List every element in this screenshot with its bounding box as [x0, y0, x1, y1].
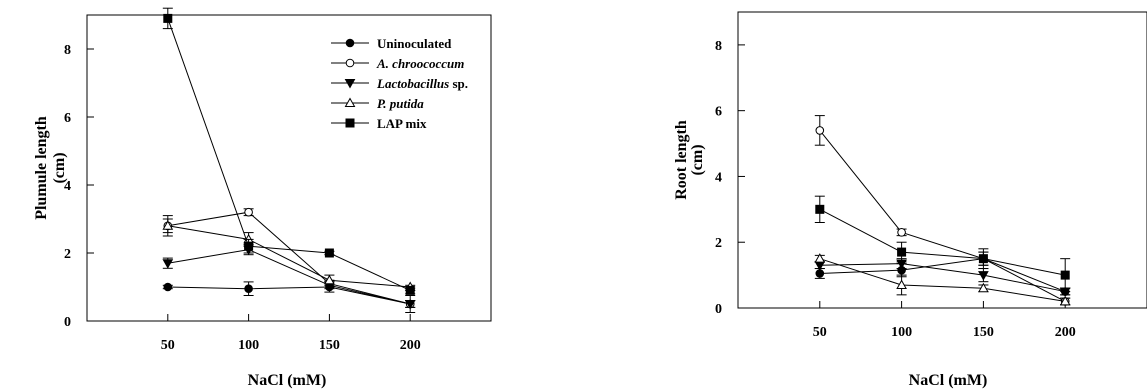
x-tick-label: 100 — [238, 338, 259, 353]
y-tick-label: 2 — [715, 236, 722, 251]
plot-frame — [737, 11, 1147, 309]
data-point — [897, 228, 906, 237]
data-point — [1060, 270, 1070, 280]
data-point — [162, 220, 174, 230]
series-5 — [814, 195, 1071, 293]
data-point — [162, 259, 174, 269]
series-line — [819, 263, 1066, 293]
data-point — [815, 126, 825, 135]
legend: Uninoculated A. chroococcum Lactobacillus … — [331, 36, 468, 131]
y-tick-label: 8 — [715, 39, 722, 54]
legend-label: LAP mix — [377, 116, 427, 131]
series-line — [167, 211, 411, 305]
legend-label: A. chroococcum — [376, 56, 464, 71]
data-point — [1059, 295, 1071, 306]
y-tick-label: 0 — [715, 302, 722, 317]
series-5 — [162, 7, 416, 295]
data-point — [897, 247, 907, 257]
legend-marker — [344, 79, 356, 89]
x-axis-title: NaCl (mM) — [909, 372, 988, 389]
x-tick-label: 150 — [319, 338, 340, 353]
y-axis-unit: (cm) — [51, 152, 68, 183]
data-point — [324, 248, 334, 258]
y-tick-label: 6 — [715, 105, 722, 120]
data-point — [163, 282, 173, 292]
data-point — [163, 13, 173, 23]
legend-label-part: LAP mix — [377, 116, 427, 131]
data-point — [896, 279, 907, 289]
data-point — [404, 300, 416, 310]
series-line — [167, 286, 411, 305]
x-tick-label: 150 — [973, 325, 994, 340]
data-point — [814, 253, 826, 263]
chart-1: 0 2 4 6 8 50 100 150 200 NaCl (mM) Plumule length(… — [33, 7, 492, 389]
legend-label-part: Lactobacillus — [376, 76, 449, 91]
x-tick-label: 50 — [161, 338, 175, 353]
y-axis-title: Plumule length — [33, 116, 50, 220]
plot-frame — [86, 14, 492, 322]
data-point — [815, 204, 825, 214]
series-line — [167, 18, 411, 291]
legend-marker — [345, 58, 355, 68]
data-point — [815, 269, 825, 278]
series-line — [819, 258, 1066, 302]
legend-label: Lactobacillus sp. — [376, 76, 468, 91]
series-4 — [814, 253, 1071, 306]
x-tick-label: 100 — [891, 325, 912, 340]
series-line — [819, 208, 1066, 276]
series-line — [819, 130, 1066, 302]
legend-label-part: sp. — [449, 76, 468, 91]
data-point — [244, 284, 253, 294]
legend-label-part: P. putida — [377, 96, 424, 111]
x-tick-label: 50 — [813, 325, 827, 340]
legend-label: P. putida — [377, 96, 424, 111]
legend-label-part: Uninoculated — [377, 36, 452, 51]
legend-marker — [344, 97, 356, 107]
series-line — [167, 225, 411, 288]
legend-marker — [345, 118, 355, 128]
x-tick-label: 200 — [400, 338, 421, 353]
data-point — [978, 254, 988, 264]
data-point — [324, 274, 335, 285]
data-point — [244, 207, 253, 217]
data-point — [978, 271, 989, 281]
series-line — [167, 249, 411, 305]
y-axis-unit: (cm) — [689, 144, 706, 175]
legend-label-part: A. chroococcum — [376, 56, 464, 71]
y-tick-label: 8 — [64, 43, 71, 58]
y-tick-label: 4 — [715, 170, 722, 185]
x-axis-title: NaCl (mM) — [248, 372, 327, 389]
legend-label: Uninoculated — [377, 36, 452, 51]
series-1 — [814, 251, 1071, 296]
y-axis-title: Root length — [673, 120, 690, 200]
series-1 — [162, 281, 416, 313]
x-tick-label: 200 — [1055, 325, 1076, 340]
data-point — [978, 282, 989, 293]
chart-2: 0 2 4 6 8 50 100 150 200 NaCl (mM) Root length (cm) — [673, 11, 1147, 389]
y-tick-label: 4 — [64, 179, 71, 194]
y-tick-label: 2 — [64, 247, 71, 262]
series-3 — [162, 244, 416, 310]
data-point — [244, 241, 254, 251]
series-4 — [162, 215, 416, 291]
legend-marker — [345, 38, 355, 48]
y-tick-label: 6 — [64, 111, 71, 126]
y-tick-label: 0 — [64, 315, 71, 330]
data-point — [405, 285, 415, 295]
series-2 — [814, 115, 1071, 306]
